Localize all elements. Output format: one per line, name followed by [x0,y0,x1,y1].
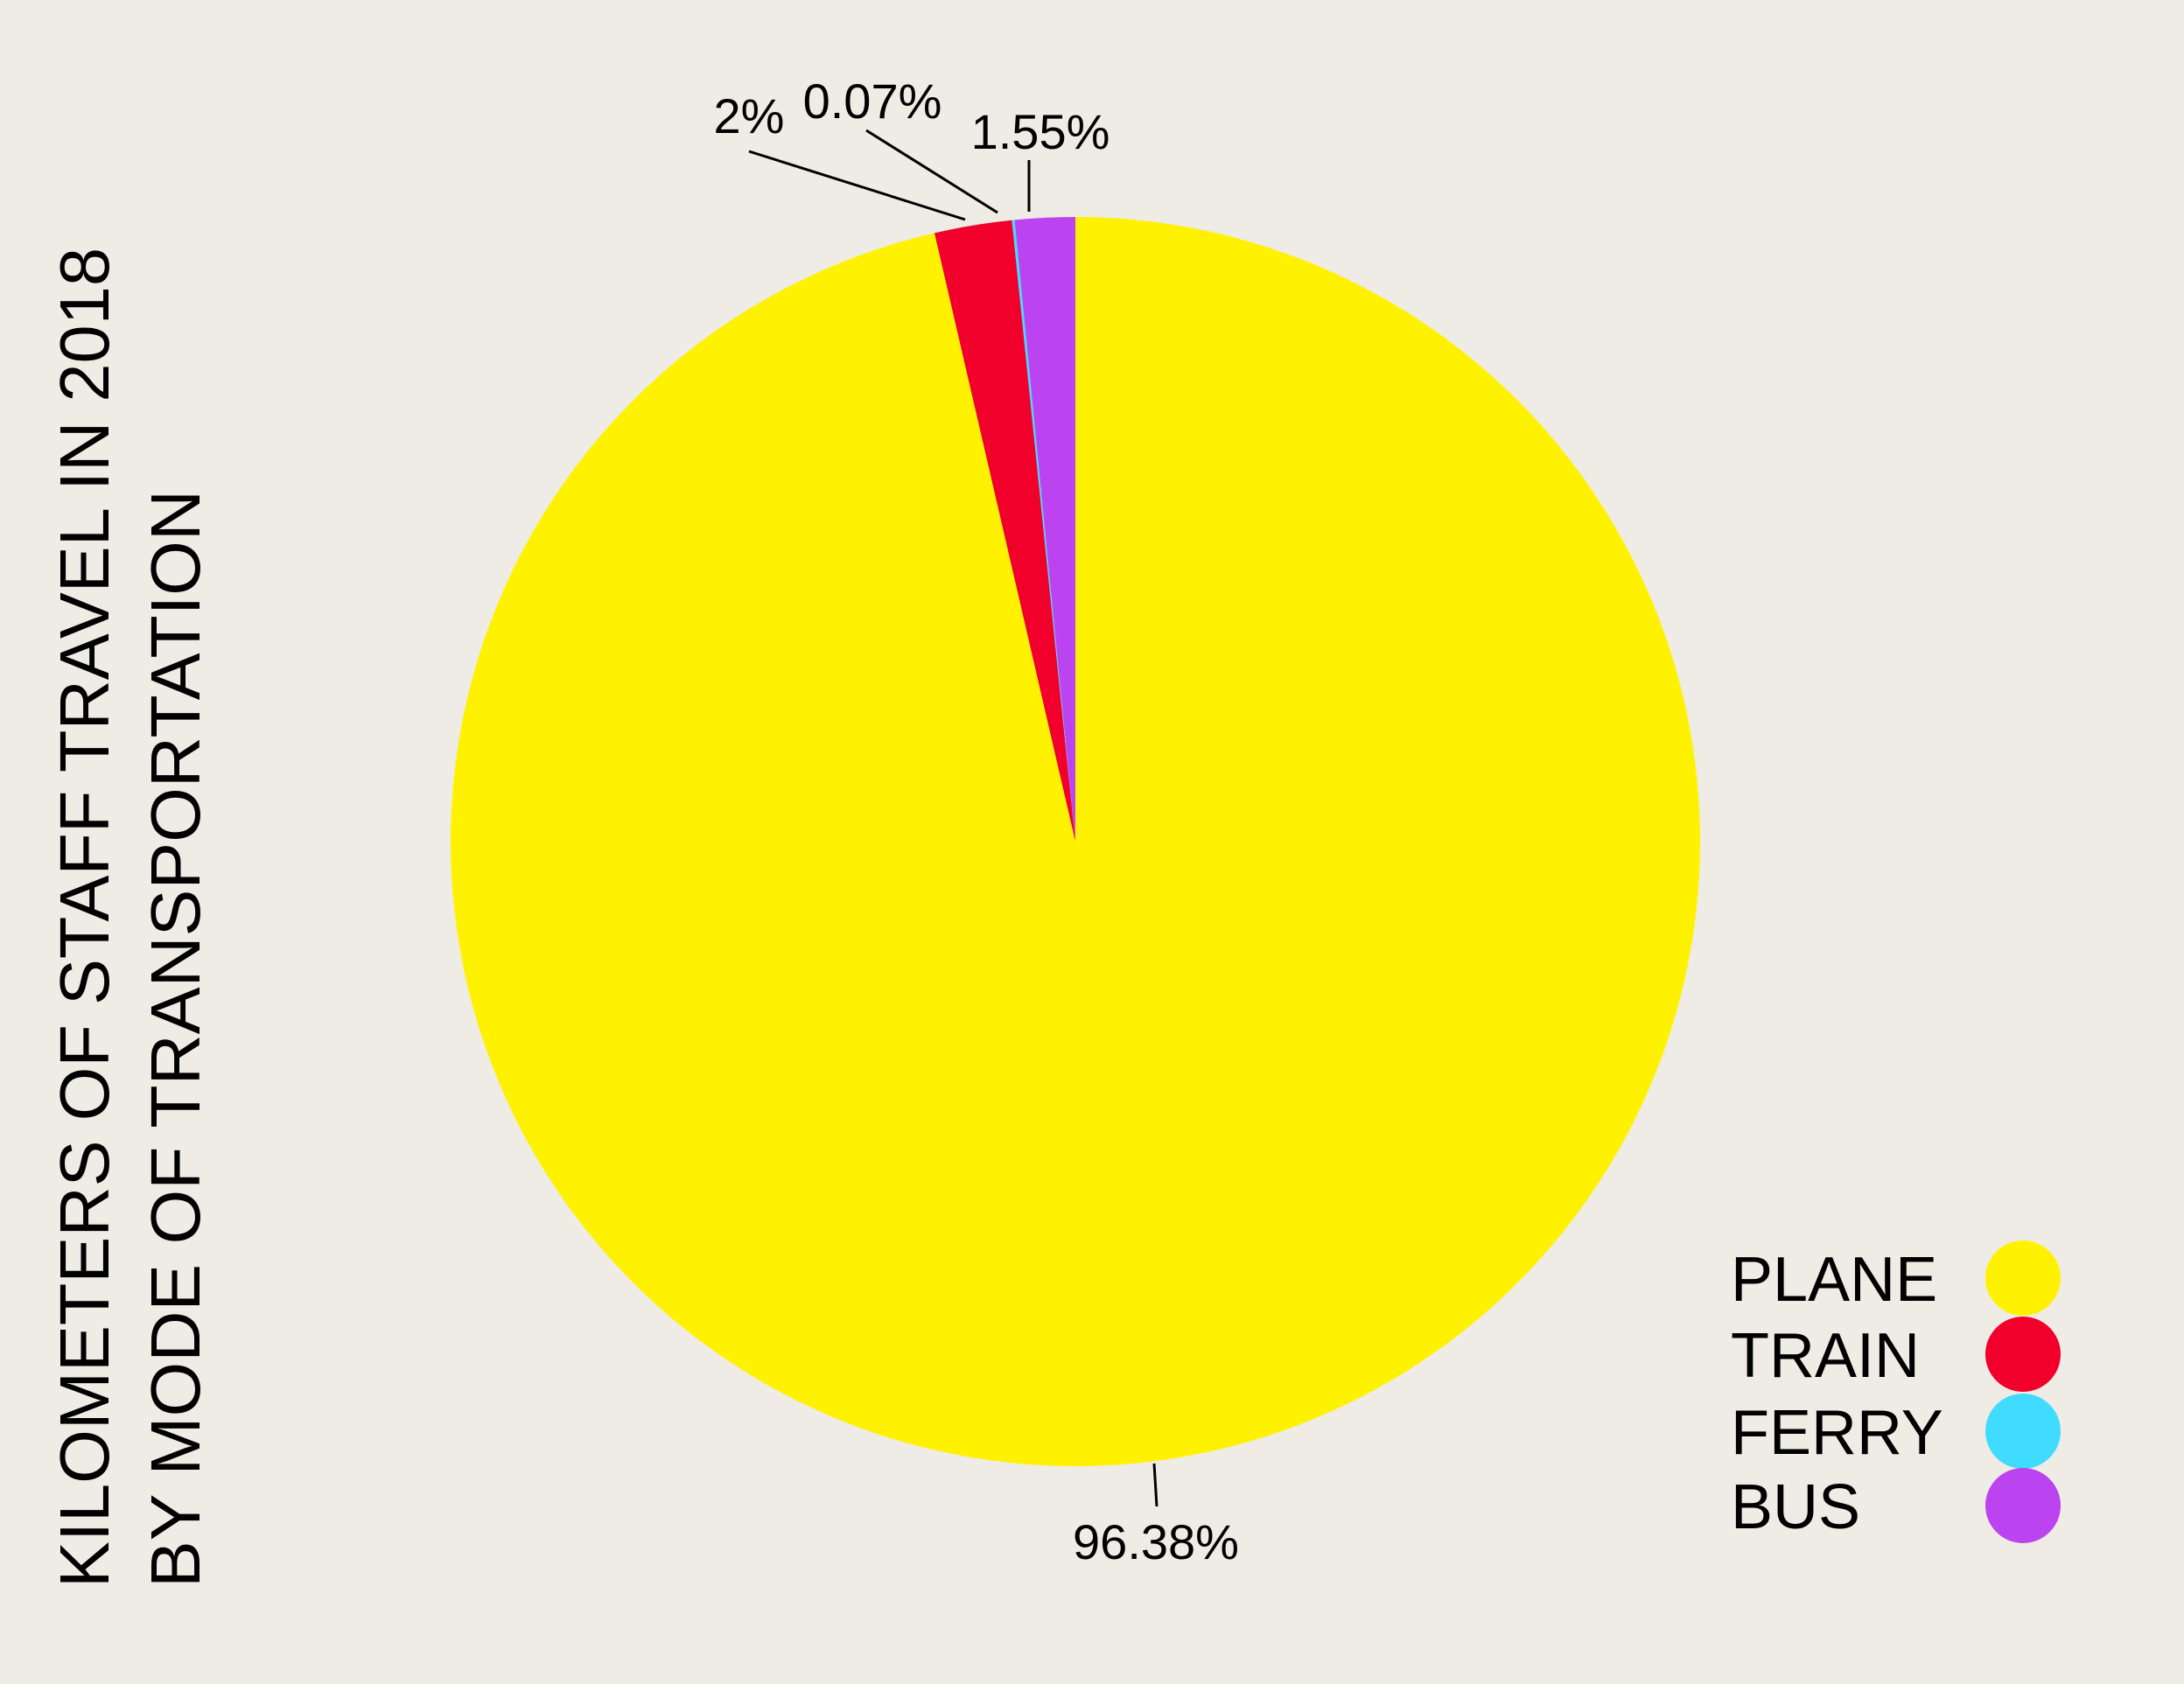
chart-title-line-1: KILOMETERS OF STAFF TRAVEL IN 2018 [46,248,123,1588]
legend-label-plane: PLANE [1731,1245,1937,1315]
chart-title-line-2: BY MODE OF TRANSPORTATION [136,490,214,1588]
pie-slices [451,217,1701,1466]
pie-slice-ferry [1012,220,1075,842]
pie-slice-bus [1014,217,1075,842]
legend-swatch-plane [1985,1240,2061,1316]
legend-swatch-train [1985,1317,2061,1392]
value-label-plane: 96.38% [1073,1514,1239,1569]
leader-lines [748,129,1158,1507]
value-label-ferry: 0.07% [803,73,942,129]
value-label-train: 2% [714,88,785,143]
pie-slice-plane [451,217,1701,1466]
leader-line-train [748,150,966,221]
value-label-bus: 1.55% [971,104,1110,159]
legend-label-ferry: FERRY [1731,1398,1943,1468]
value-labels: 96.38% 2% 0.07% 1.55% [714,73,1239,1569]
legend-swatch-bus [1985,1468,2061,1543]
legend-swatch-ferry [1985,1394,2061,1469]
legend-label-bus: BUS [1731,1472,1860,1542]
pie-slice-train [934,220,1075,842]
leader-line-ferry [865,129,998,214]
legend-label-train: TRAIN [1731,1321,1920,1391]
leader-line-plane [1152,1463,1158,1507]
